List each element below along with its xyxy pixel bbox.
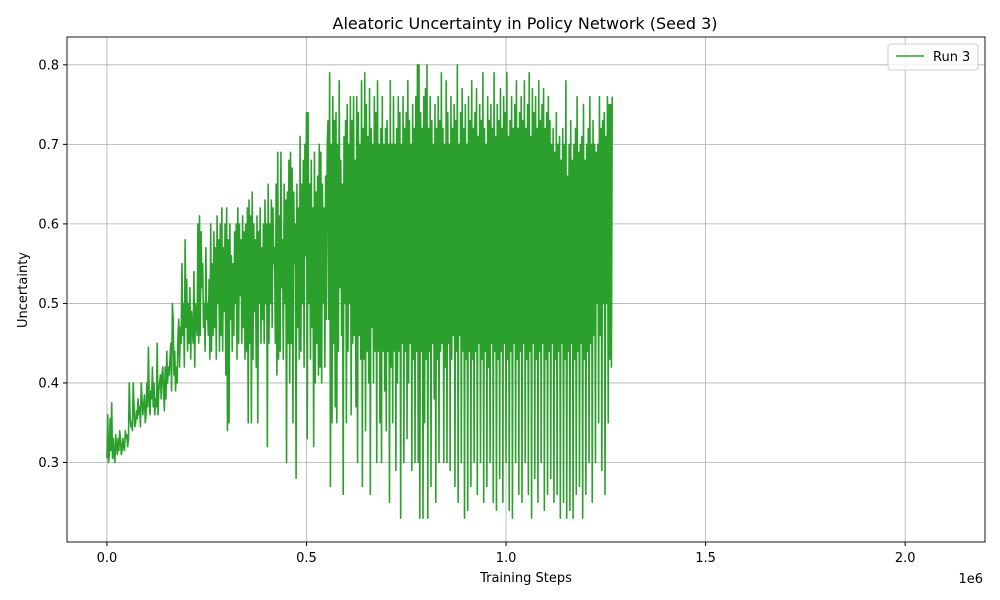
- x-tick-label: 0.0: [97, 551, 118, 566]
- plot-frame: [66, 36, 986, 543]
- x-tick-label: 1.0: [496, 551, 517, 566]
- legend-box: [887, 43, 979, 71]
- x-tick-label: 2.0: [895, 551, 916, 566]
- y-axis-title: Uncertainty: [16, 252, 31, 328]
- y-tick-label: 0.5: [38, 297, 59, 312]
- y-tick-label: 0.4: [38, 376, 59, 391]
- x-tick-label: 0.5: [296, 551, 317, 566]
- y-tick-label: 0.8: [38, 58, 59, 73]
- y-tick-label: 0.7: [38, 138, 59, 153]
- legend: Run 3: [887, 43, 979, 71]
- x-tick-label: 1.5: [695, 551, 716, 566]
- series-line-run-3: [106, 64, 614, 519]
- legend-label-run-3: Run 3: [933, 50, 970, 65]
- x-axis-offset-label: 1e6: [958, 572, 983, 587]
- x-axis-title: Training Steps: [479, 571, 572, 586]
- plot-area: [106, 64, 614, 519]
- y-tick-label: 0.6: [38, 217, 59, 232]
- y-tick-label: 0.3: [38, 456, 59, 471]
- y-axis-ticks: 0.3 0.4 0.5 0.6 0.7 0.8: [38, 58, 67, 471]
- chart-title: Aleatoric Uncertainty in Policy Network …: [333, 14, 718, 33]
- x-axis-ticks: 0.0 0.5 1.0 1.5 2.0: [97, 542, 916, 566]
